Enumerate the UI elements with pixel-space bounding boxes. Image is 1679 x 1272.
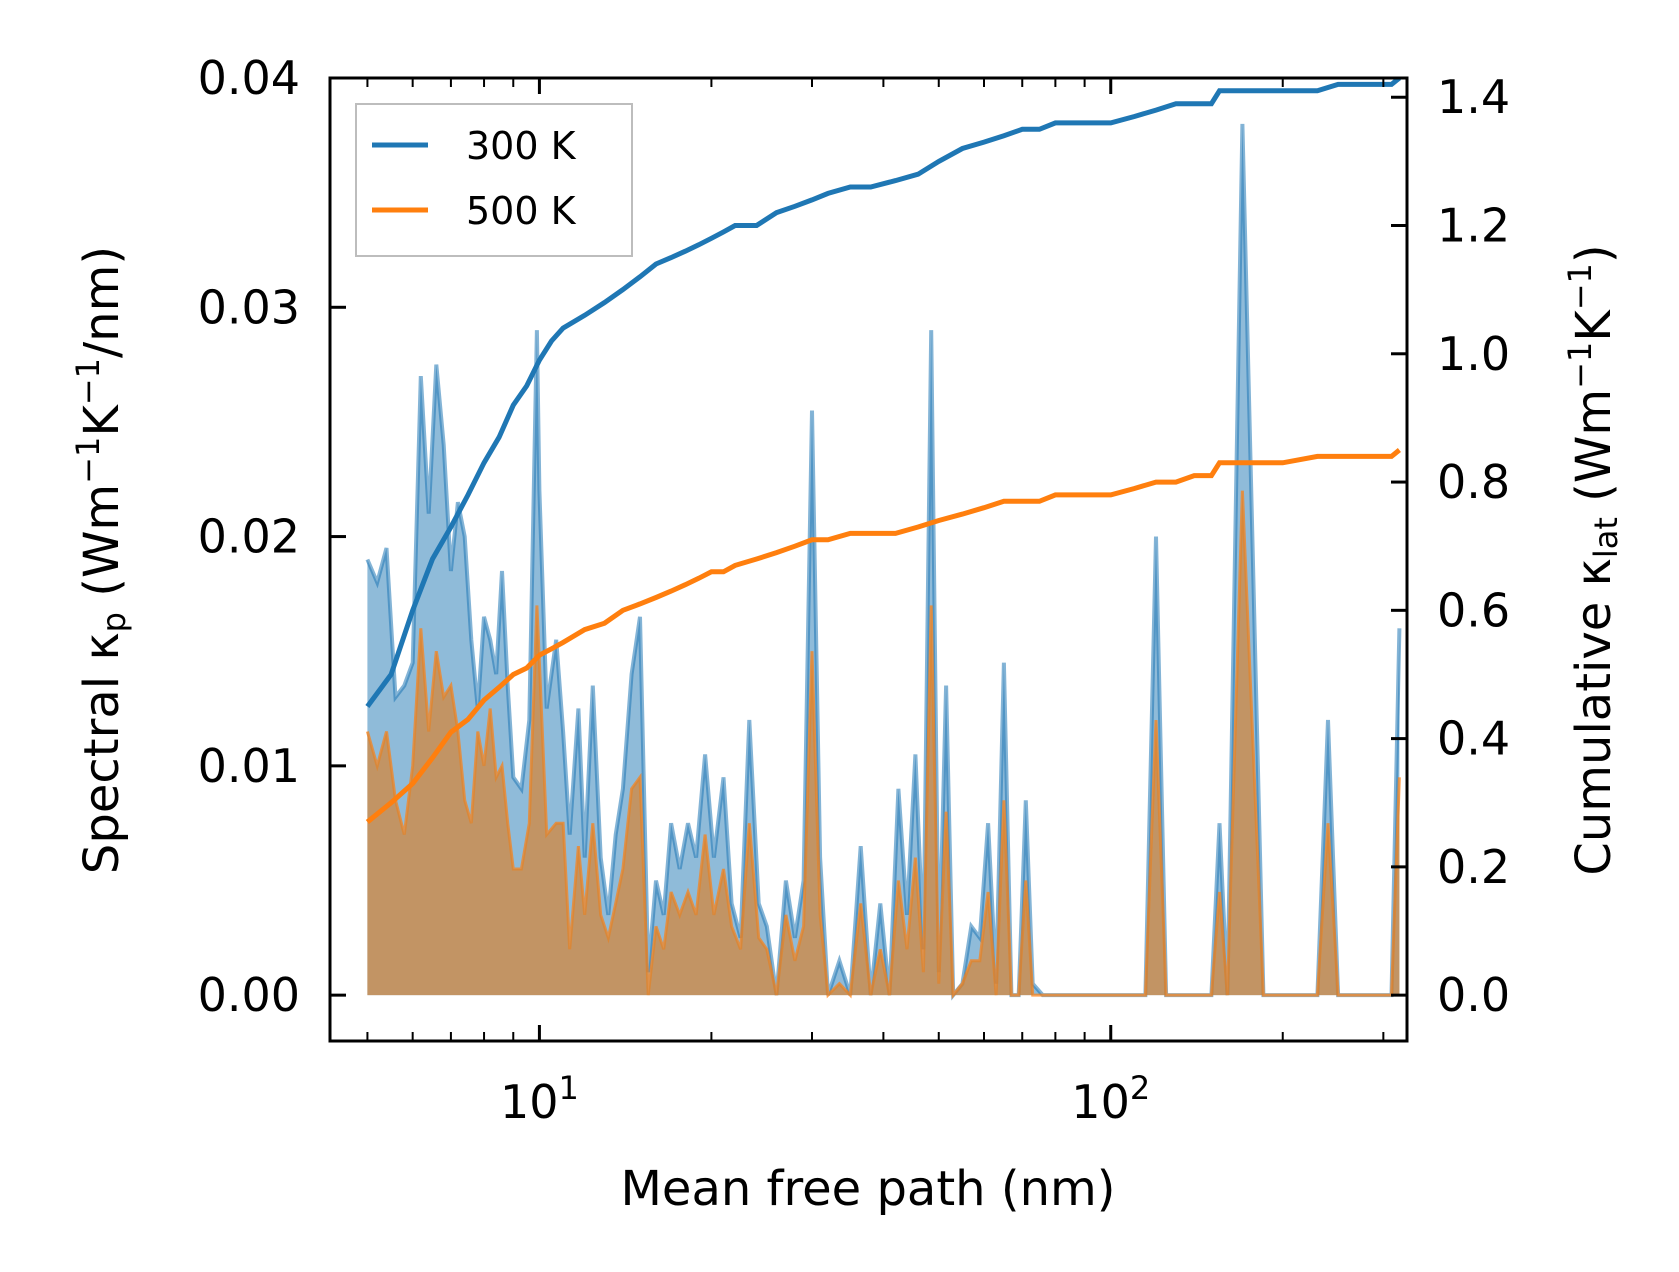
spectral-500k-line [365, 490, 1401, 1000]
right-y-axis-ticks: 0.0 0.2 0.4 0.6 0.8 1.0 1.2 1.4 [1391, 70, 1510, 1022]
right-y-axis-label: Cumulative κlat (Wm−1K−1) [1561, 244, 1625, 875]
right-y-tick-label: 0.0 [1437, 968, 1510, 1022]
x-tick-label: 102 [1071, 1069, 1150, 1129]
right-y-tick-label: 1.2 [1437, 199, 1510, 253]
plot-frame [328, 76, 1409, 1043]
cumulative-500k-line [365, 448, 1401, 824]
left-y-tick-label: 0.03 [198, 280, 300, 334]
spectral-overlap-fill [367, 490, 1400, 996]
right-y-tick-label: 0.2 [1437, 840, 1510, 894]
right-y-tick-label: 0.6 [1437, 583, 1510, 637]
right-y-tick-label: 0.4 [1437, 712, 1510, 766]
spectral-500k-fill [367, 490, 1400, 996]
left-y-tick-label: 0.01 [198, 739, 300, 793]
right-y-tick-label: 1.0 [1437, 327, 1510, 381]
legend: 300 K 500 K [355, 103, 633, 257]
left-y-axis-ticks: 0.00 0.01 0.02 0.03 0.04 [198, 51, 346, 1022]
cumulative-300k-line [365, 78, 1401, 708]
right-y-tick-label: 1.4 [1437, 70, 1510, 124]
x-tick-label: 101 [500, 1069, 579, 1129]
plot-area [365, 78, 1402, 1001]
legend-box [355, 103, 633, 257]
left-y-axis-label: Spectral κp (Wm−1K−1/nm) [69, 246, 133, 874]
x-axis-ticks: 101 102 [366, 78, 1385, 1129]
left-y-tick-label: 0.04 [198, 51, 300, 105]
left-y-tick-label: 0.02 [198, 510, 300, 564]
left-y-tick-label: 0.00 [198, 968, 300, 1022]
legend-label-300k: 300 K [466, 124, 577, 168]
right-y-tick-label: 0.8 [1437, 455, 1510, 509]
x-axis-label: Mean free path (nm) [621, 1161, 1116, 1217]
legend-label-500k: 500 K [466, 189, 577, 233]
